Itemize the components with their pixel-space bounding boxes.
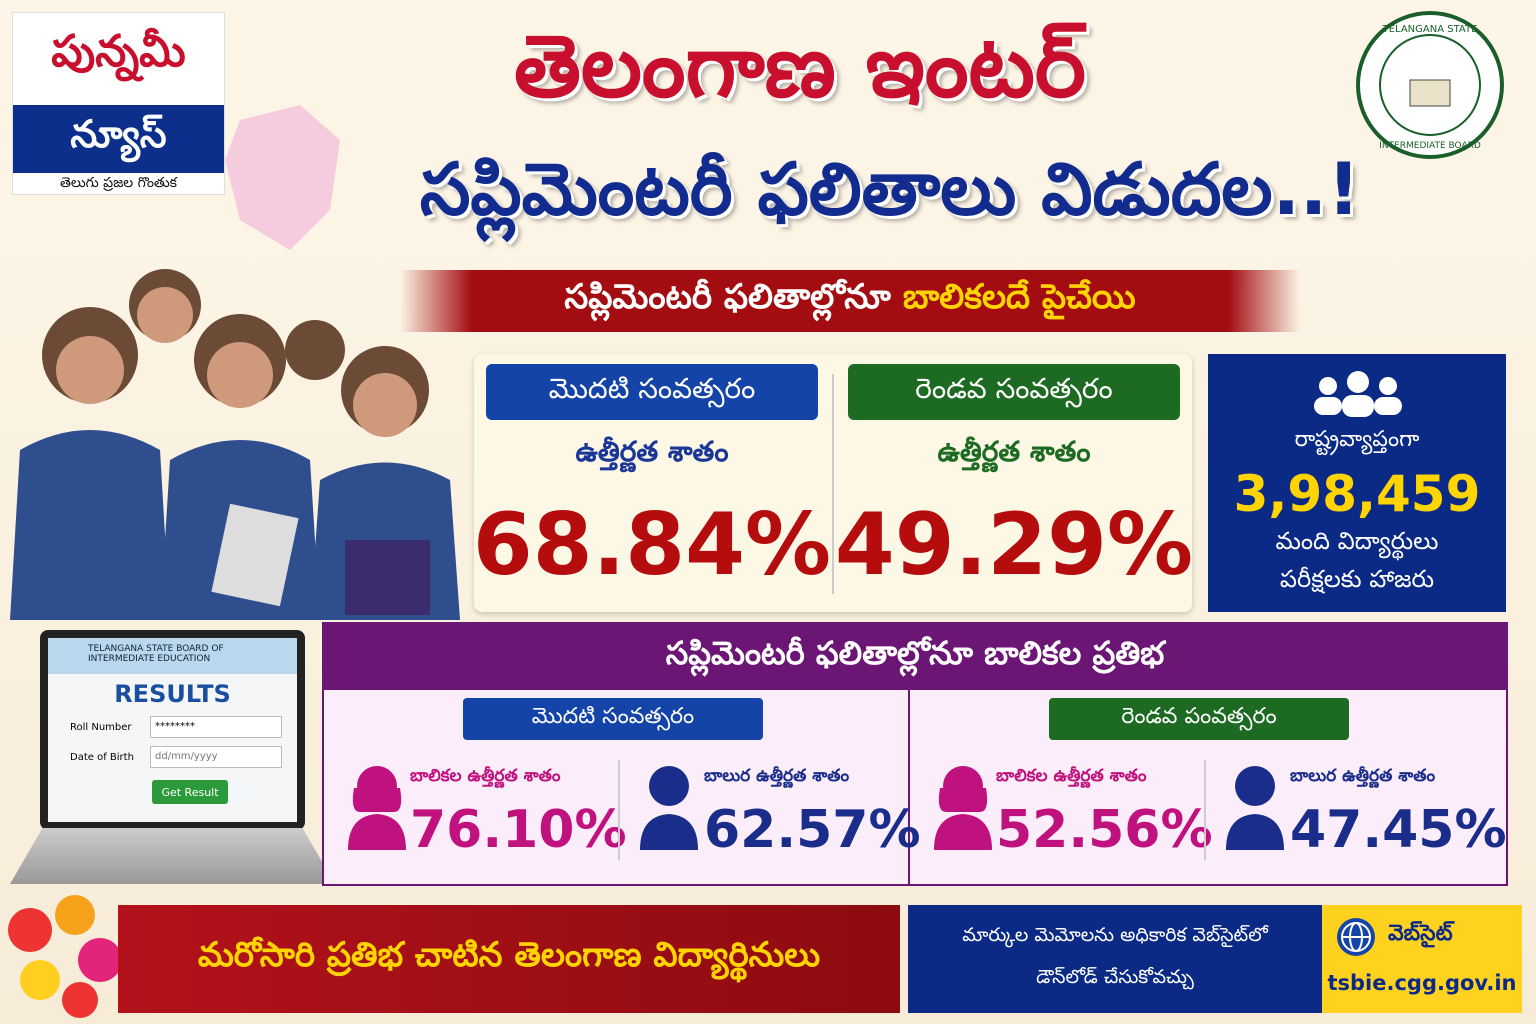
portal-board: TELANGANA STATE BOARD OF INTERMEDIATE ED… bbox=[48, 638, 297, 674]
girls-panel: సప్లిమెంటరీ ఫలితాల్లోనూ బాలికల ప్రతిభ bbox=[322, 622, 1508, 886]
dob-input: dd/mm/yyyy bbox=[150, 746, 282, 768]
girls-label: బాలికల ఉత్తీర్ణత శాతం bbox=[410, 766, 561, 786]
seal-bottom: INTERMEDIATE BOARD bbox=[1379, 141, 1481, 151]
boys-label: బాలుర ఉత్తీర్ణత శాతం bbox=[1290, 766, 1436, 786]
title-line2: సప్లిమెంటరీ ఫలితాలు విడుదల..! bbox=[419, 147, 1361, 231]
attendance-line2: పరీక్షలకు హాజరు bbox=[1279, 565, 1435, 593]
roll-input: ******** bbox=[150, 716, 282, 738]
dob-label: Date of Birth bbox=[70, 752, 134, 763]
attendance-count: 3,98,459 bbox=[1233, 465, 1481, 523]
stat-year: రెండవ సంవత్సరం bbox=[848, 364, 1180, 420]
logo: పున్నమీ న్యూస్ తెలుగు ప్రజల గొంతుక bbox=[12, 12, 225, 195]
footer-slogan: మరోసారి ప్రతిభ చాటిన తెలంగాణ విద్యార్థిన… bbox=[118, 905, 900, 1013]
stat-label: ఉత్తీర్ణత శాతం bbox=[937, 435, 1091, 468]
seal-top: TELANGANA STATE bbox=[1382, 24, 1478, 35]
card-divider bbox=[1204, 760, 1206, 860]
board-seal: TELANGANA STATE INTERMEDIATE BOARD bbox=[1356, 11, 1504, 159]
year-pill: మొదటి సంవత్సరం bbox=[463, 698, 763, 740]
website-label: వెబ్‌సైట్ bbox=[1388, 921, 1453, 946]
stat-value: 49.29% bbox=[834, 495, 1194, 595]
attendance-prefix: రాష్ట్రవ్యాప్తంగా bbox=[1294, 427, 1420, 452]
note-line1: మార్కుల మెమోలను అధికారిక వెబ్‌సైట్‌లో bbox=[962, 923, 1268, 946]
laptop: TELANGANA STATE BOARD OF INTERMEDIATE ED… bbox=[40, 630, 305, 830]
subtitle-part1: సప్లిమెంటరీ ఫలితాల్లోనూ bbox=[564, 277, 891, 317]
logo-line1: పున్నమీ bbox=[51, 26, 186, 77]
flowers bbox=[8, 895, 122, 1018]
boys-value: 47.45% bbox=[1290, 800, 1507, 860]
laptop-base bbox=[10, 828, 335, 884]
note-line2: డౌన్‌లోడ్ చేసుకోవచ్చు bbox=[1036, 965, 1194, 988]
map-shape bbox=[225, 105, 340, 250]
stat-label: ఉత్తీర్ణత శాతం bbox=[575, 435, 729, 468]
globe-icon bbox=[1337, 918, 1375, 956]
website-url: tsbie.cgg.gov.in bbox=[1327, 971, 1517, 995]
footer-note: మార్కుల మెమోలను అధికారిక వెబ్‌సైట్‌లో డౌ… bbox=[908, 905, 1322, 1013]
portal-heading: RESULTS bbox=[114, 680, 231, 708]
attendance-line1: మంది విద్యార్థులు bbox=[1275, 527, 1439, 555]
divider bbox=[908, 690, 910, 884]
boy-icon bbox=[1220, 760, 1290, 850]
subtitle-banner: సప్లిమెంటరీ ఫలితాల్లోనూ బాలికలదే పైచేయి bbox=[400, 270, 1300, 332]
boys-value: 62.57% bbox=[704, 800, 921, 860]
boy-icon bbox=[634, 760, 704, 850]
boys-label: బాలుర ఉత్తీర్ణత శాతం bbox=[704, 766, 850, 786]
students-photo bbox=[10, 269, 460, 620]
laptop-screen: TELANGANA STATE BOARD OF INTERMEDIATE ED… bbox=[48, 638, 297, 822]
title-line1: తెలంగాణ ఇంటర్ bbox=[514, 16, 1086, 117]
stat-value: 68.84% bbox=[472, 495, 832, 595]
logo-line2: న్యూస్ bbox=[13, 105, 224, 173]
logo-tagline: తెలుగు ప్రజల గొంతుక bbox=[60, 174, 177, 191]
girls-label: బాలికల ఉత్తీర్ణత శాతం bbox=[996, 766, 1147, 786]
card-divider bbox=[618, 760, 620, 860]
girls-value: 76.10% bbox=[410, 800, 627, 860]
girl-icon bbox=[928, 760, 998, 850]
subtitle-part2: బాలికలదే పైచేయి bbox=[902, 277, 1136, 317]
year-pill: రెండవ పంవత్సరం bbox=[1049, 698, 1349, 740]
people-icon bbox=[1314, 371, 1402, 417]
website-box: వెబ్‌సైట్ tsbie.cgg.gov.in bbox=[1322, 905, 1522, 1013]
girls-value: 52.56% bbox=[996, 800, 1213, 860]
girls-title: సప్లిమెంటరీ ఫలితాల్లోనూ బాలికల ప్రతిభ bbox=[324, 624, 1506, 690]
attendance-panel: రాష్ట్రవ్యాప్తంగా 3,98,459 మంది విద్యార్… bbox=[1208, 354, 1506, 612]
divider bbox=[832, 374, 834, 594]
stat-year: మొదటి సంవత్సరం bbox=[486, 364, 818, 420]
girl-icon bbox=[342, 760, 412, 850]
roll-label: Roll Number bbox=[70, 722, 132, 733]
get-result-button: Get Result bbox=[152, 780, 228, 804]
